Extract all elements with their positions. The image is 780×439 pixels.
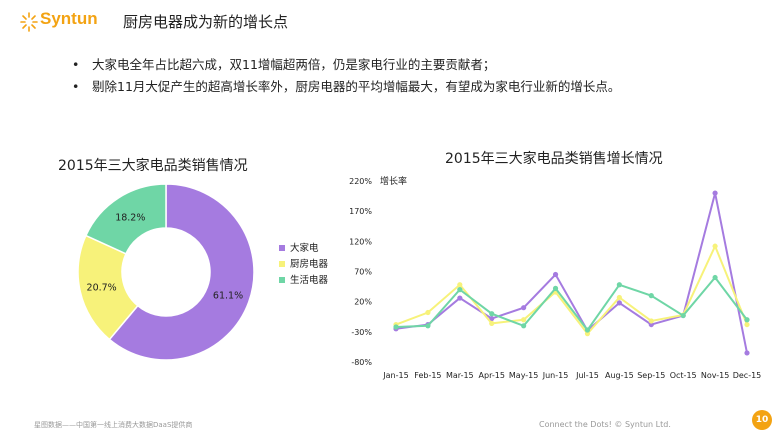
data-point	[552, 285, 559, 291]
data-point	[616, 282, 622, 288]
x-tick-label: Aug-15	[605, 371, 634, 380]
data-point	[425, 309, 431, 316]
data-point	[616, 294, 622, 301]
bullet-item: 剔除11月大促产生的超高增长率外，厨房电器的平均增幅最大，有望成为家电行业新的增…	[72, 76, 620, 98]
bullet-list: 大家电全年占比超六成，双11增幅超两倍，仍是家电行业的主要贡献者； 剔除11月大…	[72, 54, 620, 98]
logo	[20, 12, 38, 32]
data-point	[648, 293, 654, 299]
donut-chart: 61.1% 20.7% 18.2%	[77, 183, 255, 361]
donut-slice	[108, 183, 255, 361]
x-tick-label: Feb-15	[414, 371, 441, 380]
data-point	[489, 315, 495, 322]
data-point	[521, 305, 527, 311]
y-tick-label: 20%	[354, 298, 372, 307]
series-line	[395, 192, 748, 354]
legend-swatch	[279, 277, 285, 283]
legend-swatch	[279, 245, 285, 251]
logo-icon	[20, 12, 38, 32]
data-point	[712, 274, 718, 281]
data-point	[648, 321, 654, 328]
data-point	[521, 317, 527, 323]
data-point	[712, 243, 718, 249]
data-point	[425, 323, 431, 329]
data-point	[744, 317, 750, 323]
data-point	[552, 271, 559, 278]
data-point	[489, 320, 495, 326]
logo-text: Syntun	[40, 9, 98, 28]
legend-swatch	[279, 261, 285, 267]
page-title: 厨房电器成为新的增长点	[123, 13, 289, 31]
line-chart: 220% 170% 120% 70% 20% -30% -80% Jan-15 Feb-15 Ma…	[349, 177, 761, 380]
series-line	[395, 243, 748, 336]
y-axis-label: 增长率	[380, 175, 407, 187]
y-tick-label: 220%	[349, 177, 372, 186]
x-tick-label: Mar-15	[446, 371, 474, 380]
footer-tagline: 星图数据——中国第一线上消费大数据DaaS提供商	[34, 421, 193, 429]
data-point	[393, 324, 399, 330]
data-point	[584, 331, 591, 337]
x-tick-label: May-15	[509, 371, 538, 380]
x-tick-label: Jun-15	[542, 371, 569, 380]
data-point	[457, 295, 463, 301]
legend-label: 厨房电器	[290, 258, 329, 270]
data-point	[616, 300, 622, 306]
line-chart-title: 2015年三大家电品类销售增长情况	[445, 150, 663, 167]
donut-data-label: 61.1%	[213, 291, 243, 302]
page-number-badge: 10	[752, 410, 772, 430]
x-tick-label: Jul-15	[575, 371, 599, 380]
legend-label: 大家电	[290, 242, 319, 254]
x-tick-label: Apr-15	[479, 371, 505, 380]
x-tick-label: Jan-15	[382, 371, 408, 380]
y-tick-label: 70%	[354, 268, 372, 277]
data-point	[680, 312, 686, 319]
data-point	[744, 350, 750, 356]
data-point	[712, 190, 718, 196]
y-tick-label: -80%	[351, 358, 372, 367]
data-point	[648, 318, 654, 324]
data-point	[744, 321, 750, 328]
footer-copyright: Connect the Dots! © Syntun Ltd.	[539, 420, 671, 429]
x-tick-label: Oct-15	[670, 371, 697, 380]
donut-data-label: 18.2%	[115, 212, 145, 223]
data-point	[457, 287, 463, 293]
y-tick-label: 170%	[349, 207, 372, 216]
data-point	[489, 311, 495, 317]
y-tick-label: 120%	[349, 237, 372, 246]
data-point	[457, 282, 463, 288]
x-tick-label: Sep-15	[637, 371, 665, 380]
x-tick-label: Nov-15	[701, 371, 729, 380]
donut-slice	[84, 183, 167, 255]
series-line	[395, 275, 748, 332]
x-tick-label: Dec-15	[733, 371, 762, 380]
bullet-item: 大家电全年占比超六成，双11增幅超两倍，仍是家电行业的主要贡献者；	[72, 54, 620, 76]
donut-data-label: 20.7%	[87, 283, 117, 294]
donut-chart-title: 2015年三大家电品类销售情况	[58, 157, 248, 174]
y-tick-label: -30%	[351, 328, 372, 337]
data-point	[521, 323, 527, 329]
data-point	[584, 327, 591, 333]
legend-label: 生活电器	[290, 274, 329, 286]
